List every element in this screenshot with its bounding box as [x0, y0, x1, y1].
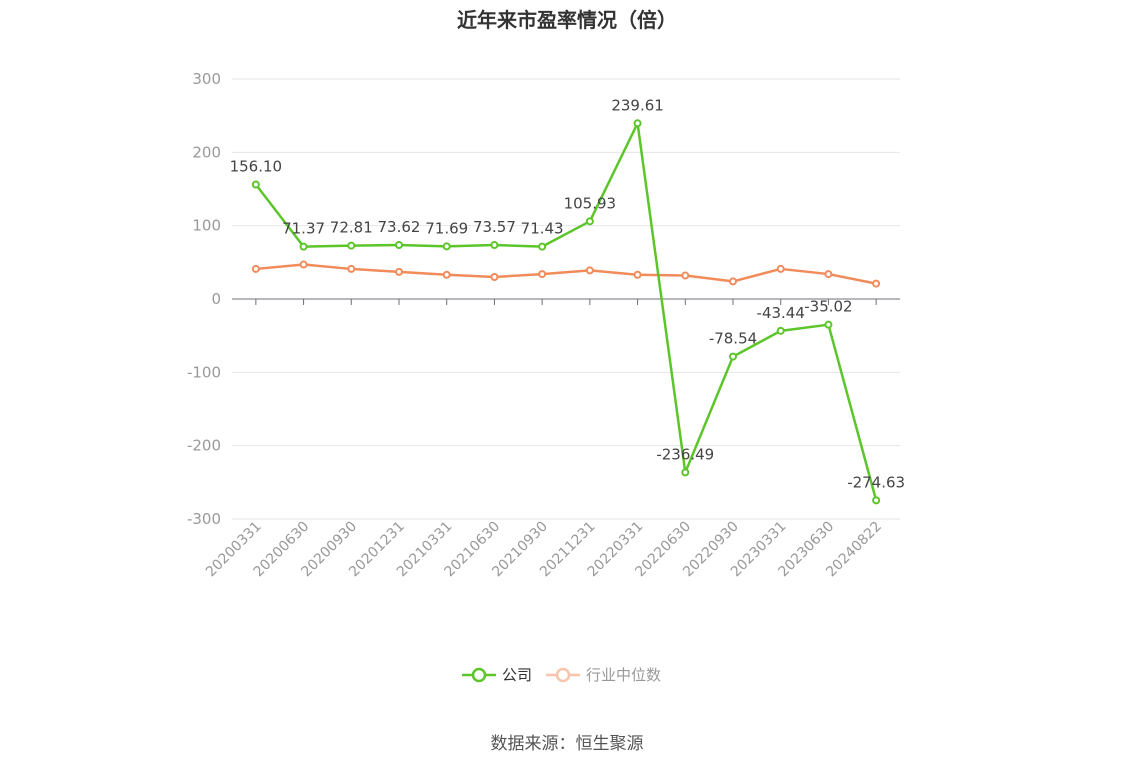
series-line-industry [255, 263, 877, 285]
industry-point [585, 266, 594, 275]
y-tick-label: -100 [187, 363, 221, 381]
y-tick-label: -300 [187, 510, 221, 528]
data-label: 105.93 [564, 194, 617, 212]
data-label: -43.44 [757, 304, 805, 322]
legend-line-orange-icon [546, 667, 581, 682]
company-point [251, 180, 260, 189]
axis-layer: 3002001000-100-200-300202003312020063020… [187, 70, 900, 580]
company-point [490, 241, 499, 250]
industry-point [776, 264, 785, 273]
industry-point [299, 260, 308, 269]
company-point [538, 242, 547, 251]
industry-point [633, 270, 642, 279]
chart-title: 近年来市盈率情况（倍） [457, 8, 677, 32]
company-point [299, 242, 308, 251]
company-point [585, 217, 594, 226]
industry-point [729, 277, 737, 286]
legend-label-industry: 行业中位数 [586, 666, 662, 684]
grid-layer [232, 78, 900, 520]
industry-point [251, 264, 260, 273]
legend-line-green-icon [462, 667, 496, 682]
industry-point [395, 267, 403, 276]
industry-point [347, 264, 356, 273]
data-label: -236.49 [656, 445, 714, 463]
industry-point [681, 271, 690, 280]
industry-point [872, 279, 881, 288]
data-label: 72.81 [330, 219, 373, 237]
company-point [681, 468, 690, 477]
company-point [347, 241, 356, 250]
data-label: 73.62 [378, 218, 421, 236]
company-point [776, 326, 785, 335]
data-label: 73.57 [473, 218, 516, 236]
legend-item-industry[interactable]: 行业中位数 [546, 664, 661, 685]
y-tick-label: 300 [192, 70, 221, 88]
industry-point [442, 270, 451, 279]
data-label: -274.63 [847, 473, 905, 491]
data-label: -35.02 [804, 298, 852, 316]
y-tick-label: 100 [192, 217, 221, 235]
company-point [729, 352, 737, 361]
data-label: 71.43 [521, 220, 564, 238]
legend: 公司 行业中位数 [462, 664, 675, 685]
source-note: 数据来源：恒生聚源 [490, 734, 644, 754]
series-layer [251, 119, 881, 505]
company-point [872, 496, 881, 505]
legend-item-company[interactable]: 公司 [462, 664, 532, 685]
line-chart: 3002001000-100-200-300202003312020063020… [187, 70, 905, 580]
y-tick-label: 0 [211, 290, 221, 308]
data-label: -78.54 [709, 330, 757, 348]
data-label: 239.61 [611, 96, 664, 114]
y-tick-label: -200 [187, 437, 221, 455]
company-point [824, 320, 833, 329]
data-label: 156.10 [230, 158, 283, 176]
industry-point [490, 273, 499, 282]
y-tick-label: 200 [192, 143, 221, 161]
industry-point [824, 270, 833, 279]
data-label-layer: 156.10 71.37 72.81 73.62 71.69 73.57 71.43105.… [230, 96, 905, 491]
company-point [442, 242, 451, 251]
company-point [395, 241, 403, 250]
data-label: 71.37 [282, 220, 325, 238]
legend-label-company: 公司 [502, 666, 533, 684]
series-line-company [254, 122, 878, 501]
industry-point [538, 270, 547, 279]
company-point [633, 119, 642, 128]
data-label: 71.69 [425, 219, 468, 237]
